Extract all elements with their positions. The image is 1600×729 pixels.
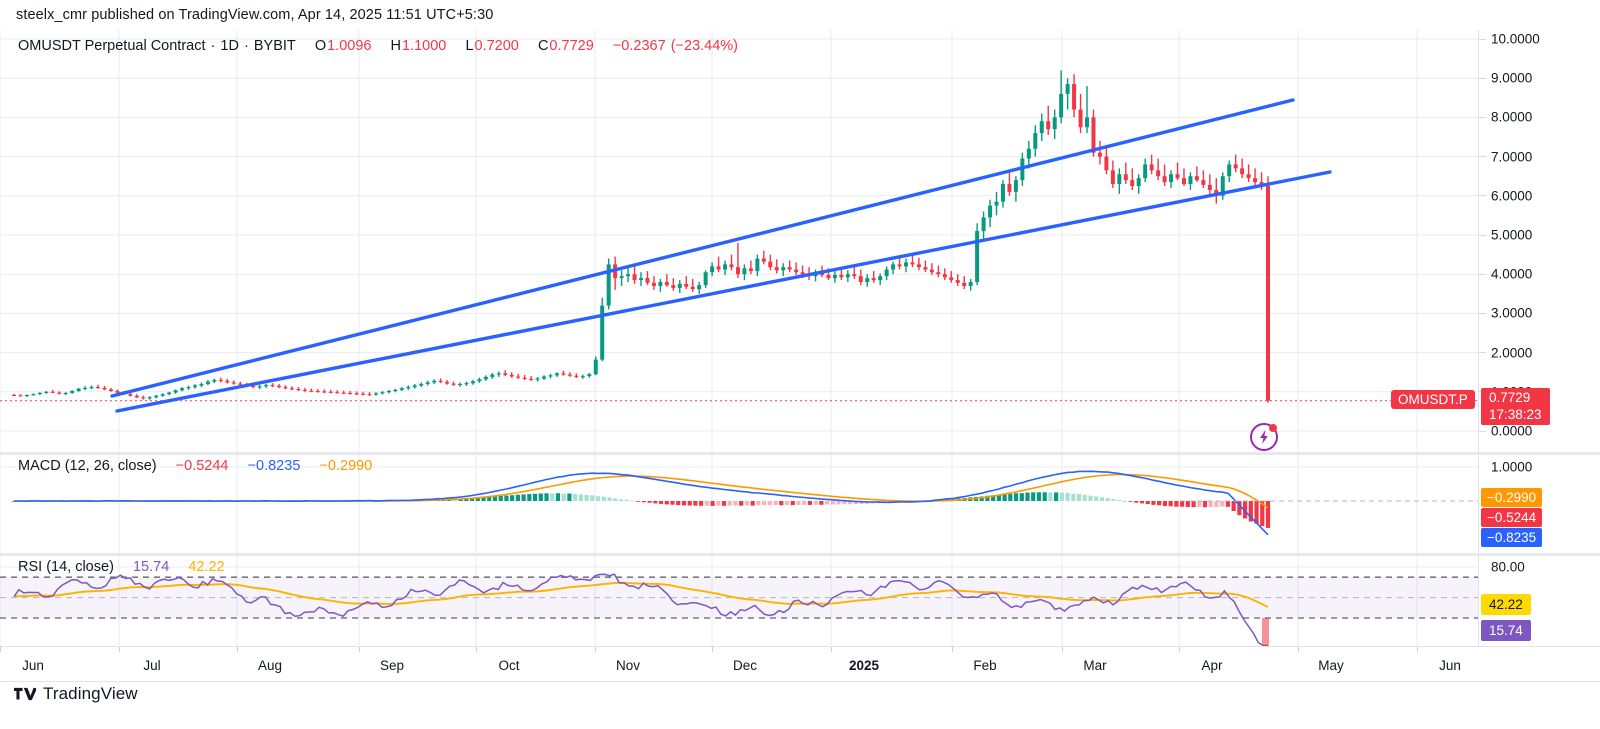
price-axis-tick: 6.0000 xyxy=(1491,188,1533,204)
time-axis-label: Aug xyxy=(257,658,283,673)
time-axis-tick-mark xyxy=(476,647,477,652)
macd-value-tag[interactable]: −0.2990 xyxy=(1481,488,1543,507)
price-axis-tick: 8.0000 xyxy=(1491,109,1533,125)
rsi-pane[interactable] xyxy=(0,556,1478,646)
price-axis-tick-mark xyxy=(1479,430,1486,432)
time-axis-label: Oct xyxy=(498,658,520,673)
time-axis-tick-mark xyxy=(712,647,713,652)
rsi-axis-tick: 80.00 xyxy=(1491,559,1525,575)
time-axis-label: Jun xyxy=(1439,658,1461,673)
time-axis-tick-mark xyxy=(595,647,596,652)
bar-countdown: 17:38:23 xyxy=(1489,407,1542,422)
time-axis-tick-mark xyxy=(831,647,832,652)
price-axis-tick-mark xyxy=(1479,312,1486,314)
price-axis-tick: 10.0000 xyxy=(1491,31,1540,47)
time-axis-label: Nov xyxy=(615,658,641,673)
price-axis-tick: 0.0000 xyxy=(1491,423,1533,439)
price-axis-tick-mark xyxy=(1479,273,1486,275)
price-axis-tick: 4.0000 xyxy=(1491,266,1533,282)
rsi-value-tag[interactable]: 15.74 xyxy=(1481,620,1531,641)
time-axis-tick-mark xyxy=(1062,647,1063,652)
tradingview-logo-icon xyxy=(14,687,36,701)
current-price-value: 0.7729 xyxy=(1489,390,1531,405)
price-axis-tick-mark xyxy=(1479,195,1486,197)
time-axis-tick-mark xyxy=(1298,647,1299,652)
bolt-glyph-icon xyxy=(1260,430,1268,444)
time-axis-label: May xyxy=(1318,658,1344,673)
time-axis-tick-mark xyxy=(1417,647,1418,652)
time-axis-tick-mark xyxy=(0,647,1,652)
pane-separator-macd-rsi xyxy=(0,553,1600,556)
price-axis-tick: 9.0000 xyxy=(1491,70,1533,86)
price-axis-tick-mark xyxy=(1479,352,1486,354)
price-axis-tick: 3.0000 xyxy=(1491,305,1533,321)
time-axis-label: Apr xyxy=(1201,658,1223,673)
macd-value-tag[interactable]: −0.5244 xyxy=(1481,508,1543,527)
rsi-chart-svg xyxy=(0,556,1478,646)
symbol-price-badge[interactable]: OMUSDT.P xyxy=(1391,390,1475,409)
macd-chart-svg xyxy=(0,455,1478,553)
time-axis-label: Jun xyxy=(22,658,44,673)
current-price-tag[interactable]: 0.7729 17:38:23 xyxy=(1481,388,1550,425)
time-axis-label: Mar xyxy=(1083,658,1107,673)
price-pane[interactable] xyxy=(0,30,1478,452)
price-axis-tick-mark xyxy=(1479,234,1486,236)
tradingview-wordmark: TradingView xyxy=(43,684,138,703)
pane-separator-price-macd xyxy=(0,452,1600,455)
price-axis-tick-mark xyxy=(1479,77,1486,79)
time-axis-label: Sep xyxy=(379,658,405,673)
price-axis-tick-mark xyxy=(1479,116,1486,118)
price-axis-tick-mark xyxy=(1479,156,1486,158)
rsi-value-tag[interactable]: 42.22 xyxy=(1481,594,1531,615)
time-axis-label: Jul xyxy=(143,658,161,673)
macd-axis[interactable]: 1.0000 xyxy=(1478,455,1600,553)
publisher-line: steelx_cmr published on TradingView.com,… xyxy=(16,7,494,23)
time-axis-tick-mark xyxy=(1179,647,1180,652)
price-axis-tick: 5.0000 xyxy=(1491,227,1533,243)
macd-value-tag[interactable]: −0.8235 xyxy=(1481,528,1543,547)
lightning-bolt-icon[interactable] xyxy=(1250,423,1278,451)
time-axis-label: 2025 xyxy=(848,658,880,673)
time-axis-label: Dec xyxy=(732,658,758,673)
time-axis[interactable]: Jun Jul Aug Sep Oct Nov Dec 2025 Feb Mar Apr May Jun xyxy=(0,646,1600,682)
time-axis-tick-mark xyxy=(119,647,120,652)
time-axis-tick-mark xyxy=(952,647,953,652)
macd-axis-tick: 1.0000 xyxy=(1491,459,1533,475)
price-axis-tick: 2.0000 xyxy=(1491,345,1533,361)
time-axis-label: Feb xyxy=(973,658,997,673)
macd-pane[interactable] xyxy=(0,455,1478,553)
footer-branding: TradingView xyxy=(14,684,138,704)
price-chart-svg xyxy=(0,30,1478,452)
time-axis-tick-mark xyxy=(359,647,360,652)
price-axis-tick: 7.0000 xyxy=(1491,149,1533,165)
time-axis-tick-mark xyxy=(237,647,238,652)
price-axis-tick-mark xyxy=(1479,38,1486,40)
rsi-axis[interactable]: 80.00 xyxy=(1478,556,1600,646)
alert-dot-icon xyxy=(1269,424,1277,432)
